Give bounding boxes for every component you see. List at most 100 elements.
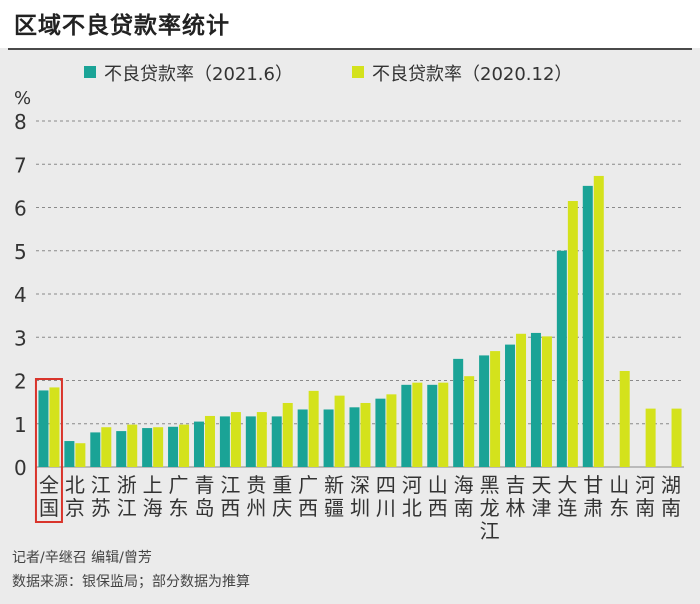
- y-tick-label: 4: [14, 283, 27, 307]
- x-tick-label: 河: [635, 473, 655, 497]
- x-tick-label: 甘: [583, 473, 603, 497]
- x-tick-label: 吉: [506, 473, 526, 497]
- bar-2020-12: [386, 394, 397, 467]
- x-tick-label: 林: [506, 496, 526, 520]
- x-tick-label: 河: [402, 473, 422, 497]
- x-tick-label: 全: [39, 473, 59, 497]
- bar-2020-12: [412, 382, 423, 467]
- bar-2021-6: [64, 441, 75, 467]
- x-tick-label: 江: [480, 519, 500, 543]
- bar-2021-6: [168, 426, 179, 467]
- x-tick-label: 京: [65, 496, 85, 520]
- x-tick-label: 北: [402, 496, 422, 520]
- bar-2020-12: [179, 424, 190, 467]
- bar-2020-12: [360, 402, 371, 467]
- x-tick-label: 黑: [480, 473, 500, 497]
- bar-2021-6: [401, 384, 412, 467]
- bar-2020-12: [230, 412, 241, 467]
- x-tick-label: 大: [557, 473, 577, 497]
- data-source: 数据来源：银保监局；部分数据为推算: [12, 574, 250, 590]
- x-tick-label: 庆: [272, 496, 292, 520]
- x-tick-label: 贵: [246, 473, 266, 497]
- bar-2021-6: [271, 416, 282, 467]
- bar-2020-12: [308, 390, 319, 467]
- bar-2021-6: [427, 384, 438, 467]
- x-tick-label: 重: [272, 473, 292, 497]
- bar-2021-6: [219, 416, 230, 467]
- x-tick-label: 深: [350, 473, 370, 497]
- highlight-box: [34, 378, 63, 523]
- bar-2021-6: [505, 344, 516, 467]
- x-tick-label: 州: [246, 496, 266, 520]
- x-tick-label: 东: [169, 496, 189, 520]
- x-tick-label: 西: [428, 496, 448, 520]
- bar-2020-12: [593, 175, 604, 468]
- x-tick-label: 江: [220, 473, 240, 497]
- y-tick-label: 5: [14, 240, 27, 264]
- y-tick-label: 6: [14, 197, 27, 221]
- bar-2020-12: [567, 201, 578, 467]
- x-tick-label: 南: [454, 496, 474, 520]
- y-tick-label: 0: [14, 456, 27, 480]
- x-tick-label: 岛: [194, 496, 214, 520]
- bar-2020-12: [153, 427, 164, 467]
- y-tick-label: 3: [14, 326, 27, 350]
- bar-2020-12: [671, 408, 682, 467]
- x-tick-label: 海: [143, 496, 163, 520]
- bar-2020-12: [516, 333, 527, 467]
- bar-2020-12: [490, 351, 501, 467]
- x-tick-label: 江: [91, 473, 111, 497]
- y-tick-label: 8: [14, 110, 27, 134]
- bar-2021-6: [349, 407, 360, 467]
- x-tick-label: 广: [169, 473, 189, 497]
- credits: 记者/辛继召 编辑/曾芳: [12, 550, 152, 566]
- x-tick-label: 上: [143, 473, 163, 497]
- bar-2021-6: [323, 409, 334, 467]
- legend-label: 不良贷款率（2020.12）: [372, 64, 572, 85]
- bar-2020-12: [49, 387, 60, 467]
- bar-2020-12: [619, 370, 630, 467]
- bar-2020-12: [204, 415, 215, 467]
- y-tick-label: 2: [14, 370, 27, 394]
- x-tick-label: 疆: [324, 496, 344, 520]
- x-tick-label: 东: [609, 496, 629, 520]
- x-tick-label: 四: [376, 473, 396, 497]
- bar-2020-12: [256, 412, 267, 467]
- bar-2021-6: [245, 416, 256, 467]
- x-tick-label: 川: [376, 496, 396, 520]
- x-tick-label: 浙: [117, 473, 137, 497]
- title-divider: [8, 48, 692, 50]
- bar-2021-6: [116, 431, 127, 467]
- bar-2021-6: [556, 250, 567, 467]
- x-tick-label: 圳: [350, 496, 370, 520]
- chart-title: 区域不良贷款率统计: [14, 13, 230, 39]
- x-tick-label: 青: [194, 473, 214, 497]
- bar-2020-12: [464, 376, 475, 467]
- bar-2021-6: [479, 355, 490, 467]
- bar-2021-6: [530, 332, 541, 467]
- bar-2021-6: [90, 432, 101, 467]
- bar-2021-6: [142, 428, 153, 467]
- x-tick-label: 南: [661, 496, 681, 520]
- x-tick-label: 山: [428, 473, 448, 497]
- bar-2020-12: [75, 443, 86, 467]
- y-tick-label: 7: [14, 153, 27, 177]
- x-tick-label: 龙: [480, 496, 500, 520]
- bar-2021-6: [375, 398, 386, 467]
- x-tick-label: 新: [324, 473, 344, 497]
- x-tick-label: 广: [298, 473, 318, 497]
- x-tick-label: 连: [557, 496, 577, 520]
- y-tick-label: 1: [14, 413, 27, 437]
- x-tick-label: 西: [220, 496, 240, 520]
- bar-2021-6: [38, 390, 49, 467]
- x-tick-label: 海: [454, 473, 474, 497]
- title-bar: [0, 0, 700, 48]
- x-tick-label: 北: [65, 473, 85, 497]
- x-tick-label: 山: [609, 473, 629, 497]
- x-tick-label: 肃: [583, 496, 603, 520]
- bar-2021-6: [193, 421, 204, 467]
- bar-2020-12: [541, 336, 552, 467]
- legend-swatch: [84, 66, 96, 78]
- bar-2020-12: [438, 382, 449, 467]
